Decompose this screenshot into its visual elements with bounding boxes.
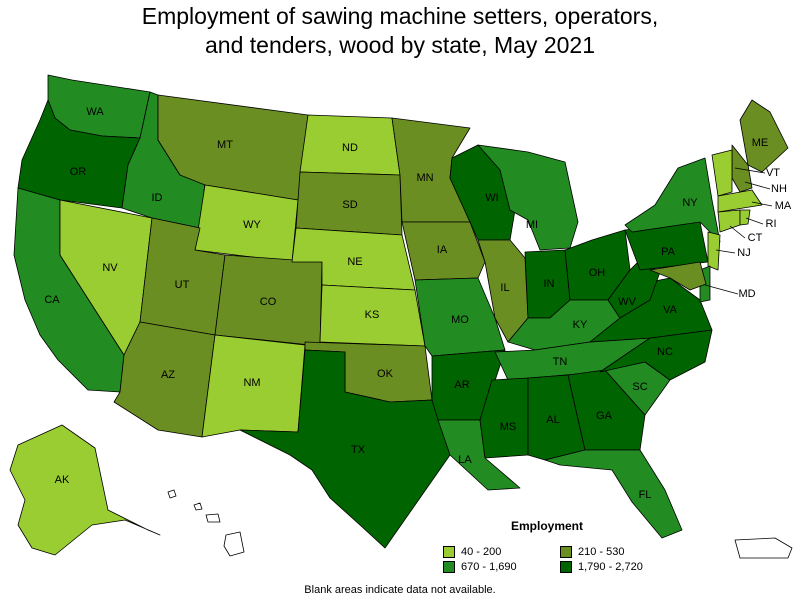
state-label-PA: PA	[661, 246, 676, 258]
legend-item-4: 1,790 - 2,720	[560, 561, 643, 573]
state-label-LA: LA	[458, 454, 472, 466]
state-MD	[649, 261, 707, 291]
state-label-MT: MT	[217, 139, 233, 151]
state-label-OR: OR	[70, 166, 87, 178]
state-label-IA: IA	[437, 244, 448, 256]
state-GA	[567, 369, 646, 451]
label-leader-line	[715, 249, 736, 254]
state-label-TX: TX	[351, 444, 366, 456]
state-VT	[711, 149, 733, 197]
state-label-IN: IN	[544, 278, 555, 290]
state-NY	[624, 157, 721, 243]
label-leader-line	[745, 217, 764, 225]
state-label-MS: MS	[500, 421, 517, 433]
state-label-VT: VT	[766, 167, 780, 179]
state-FL	[544, 449, 683, 539]
state-label-UT: UT	[175, 279, 190, 291]
state-label-TN: TN	[553, 356, 568, 368]
state-label-MN: MN	[416, 172, 433, 184]
label-leader-line	[744, 181, 771, 190]
state-label-RI: RI	[766, 218, 777, 230]
legend-item-3: 670 - 1,690	[443, 561, 517, 573]
state-label-IL: IL	[500, 282, 509, 294]
state-label-AR: AR	[454, 379, 469, 391]
state-label-AK: AK	[55, 474, 70, 486]
label-leader-line	[729, 225, 746, 239]
state-label-NM: NM	[243, 377, 260, 389]
legend-label-1: 40 - 200	[461, 546, 502, 558]
state-MI	[477, 144, 579, 251]
state-label-OH: OH	[589, 267, 606, 279]
legend-label-3: 670 - 1,690	[461, 561, 517, 573]
state-label-WA: WA	[86, 106, 104, 118]
hawaii-island-3	[205, 513, 221, 523]
state-label-NH: NH	[771, 183, 787, 195]
state-label-WV: WV	[618, 296, 636, 308]
state-label-MA: MA	[775, 200, 792, 212]
state-label-KY: KY	[573, 319, 588, 331]
hawaii-islands	[167, 489, 245, 557]
state-label-ME: ME	[752, 137, 769, 149]
state-label-CA: CA	[44, 294, 60, 306]
state-label-FL: FL	[639, 489, 652, 501]
state-TX	[239, 349, 451, 549]
state-label-MI: MI	[526, 219, 538, 231]
state-AK	[9, 424, 161, 556]
state-NJ	[707, 231, 721, 271]
state-MA	[717, 189, 763, 213]
state-RI	[739, 209, 751, 226]
legend-swatch-2	[560, 546, 572, 558]
legend-title: Employment	[511, 519, 584, 533]
state-label-MD: MD	[738, 288, 755, 300]
state-label-NE: NE	[347, 256, 362, 268]
title-line-1: Employment of sawing machine setters, op…	[141, 3, 659, 29]
state-label-ID: ID	[152, 192, 163, 204]
legend-label-4: 1,790 - 2,720	[578, 561, 643, 573]
legend-label-2: 210 - 530	[578, 546, 625, 558]
state-label-NJ: NJ	[737, 247, 750, 259]
puerto-rico	[734, 537, 793, 559]
legend-swatch-3	[443, 561, 455, 573]
state-label-VA: VA	[663, 304, 678, 316]
state-label-MO: MO	[451, 314, 469, 326]
state-label-ND: ND	[342, 142, 358, 154]
hawaii-island-2	[193, 502, 203, 511]
state-label-NC: NC	[657, 346, 673, 358]
state-label-CT: CT	[748, 232, 763, 244]
state-label-CO: CO	[260, 296, 277, 308]
footnote: Blank areas indicate data not available.	[304, 584, 496, 596]
map-title: Employment of sawing machine setters, op…	[0, 2, 800, 60]
legend-item-1: 40 - 200	[443, 546, 501, 558]
state-label-SC: SC	[632, 381, 647, 393]
state-label-AZ: AZ	[161, 369, 175, 381]
state-label-NV: NV	[102, 262, 118, 274]
hawaii-island-1	[167, 489, 177, 499]
state-label-OK: OK	[377, 368, 394, 380]
legend-item-2: 210 - 530	[560, 546, 624, 558]
hawaii-island-4	[223, 531, 245, 557]
state-label-WI: WI	[485, 192, 498, 204]
state-label-KS: KS	[365, 309, 380, 321]
label-leader-line	[751, 201, 773, 207]
state-MS	[479, 377, 529, 459]
state-IA	[401, 221, 486, 281]
state-label-GA: GA	[596, 410, 613, 422]
legend-swatch-1	[443, 546, 455, 558]
state-label-WY: WY	[243, 219, 261, 231]
title-line-2: and tenders, wood by state, May 2021	[205, 32, 595, 58]
state-label-SD: SD	[342, 199, 357, 211]
state-label-AL: AL	[546, 414, 559, 426]
legend-swatch-4	[560, 561, 572, 573]
label-leader-line	[734, 167, 766, 174]
label-leader-line	[704, 284, 739, 295]
state-CT	[717, 209, 741, 233]
state-label-NY: NY	[682, 197, 698, 209]
